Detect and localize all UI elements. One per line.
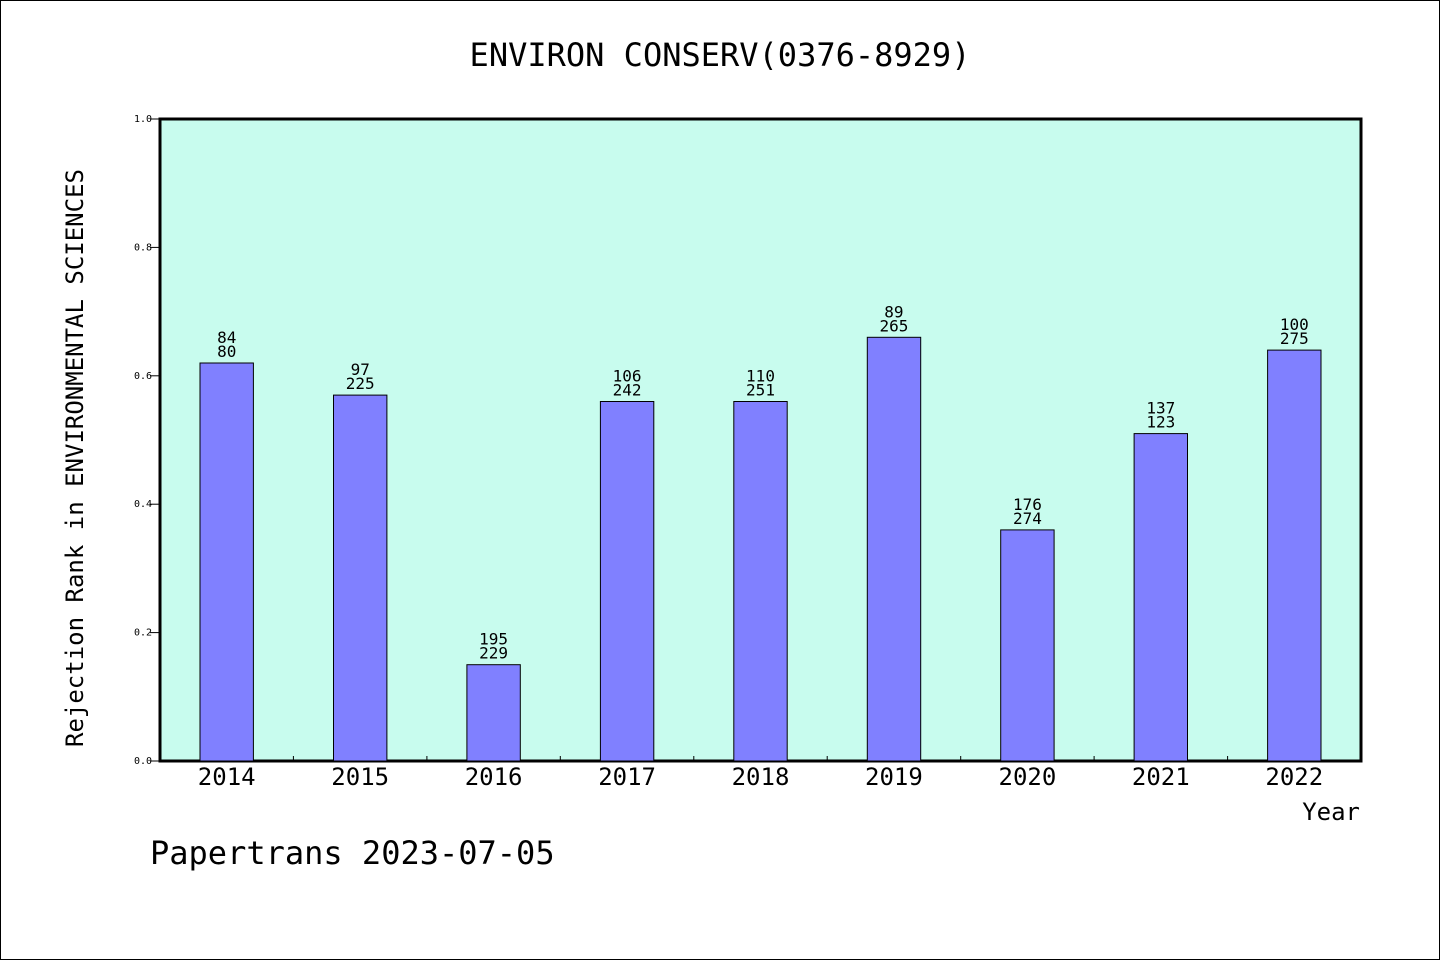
- bar-label-bottom-2022: 275: [1280, 329, 1309, 348]
- bar-2014: [199, 362, 254, 762]
- bar-2016: [466, 664, 521, 762]
- y-tick-label-0.4: 0.4: [134, 499, 152, 510]
- bar-2021: [1133, 433, 1188, 762]
- x-axis-label: Year: [1302, 798, 1360, 826]
- bar-label-top-2021: 137: [1146, 399, 1175, 418]
- bar-2022: [1267, 349, 1322, 762]
- footer-date-label: Papertrans 2023-07-05: [150, 834, 555, 872]
- bar-label-top-2019: 89: [884, 302, 903, 321]
- bar-2018: [733, 401, 788, 762]
- ticks-group: 2014 2015 2016 2017 2018 2019 2020 2021 2022 0.0 0…: [134, 114, 1323, 791]
- x-tick-label-2022: 2022: [1265, 763, 1323, 791]
- y-tick-label-0.6: 0.6: [134, 371, 152, 382]
- x-tick-label-2017: 2017: [598, 763, 656, 791]
- x-tick-label-2018: 2018: [732, 763, 790, 791]
- bar-2019: [866, 336, 922, 762]
- bar-label-top-2016: 195: [479, 630, 508, 649]
- x-tick-label-2020: 2020: [999, 763, 1057, 791]
- y-tick-label-0.8: 0.8: [134, 242, 152, 253]
- x-tick-label-2015: 2015: [331, 763, 389, 791]
- x-tick-label-2019: 2019: [865, 763, 923, 791]
- bar-2017: [599, 401, 655, 762]
- bar-label-top-2015: 97: [351, 360, 370, 379]
- bar-label-bottom-2018: 251: [746, 381, 775, 400]
- bar-label-top-2020: 176: [1013, 495, 1042, 514]
- bar-label-bottom-2020: 274: [1013, 509, 1042, 528]
- y-tick-label-0.2: 0.2: [134, 628, 152, 639]
- bar-label-bottom-2017: 242: [613, 381, 642, 400]
- x-tick-label-2014: 2014: [198, 763, 256, 791]
- bar-label-bottom-2015: 225: [346, 374, 375, 393]
- bar-label-top-2018: 110: [746, 367, 775, 386]
- y-axis-label: Rejection Rank in ENVIRONMENTAL SCIENCES: [61, 169, 89, 747]
- bar-label-top-2014: 84: [217, 328, 236, 347]
- bar-label-top-2017: 106: [613, 367, 642, 386]
- x-tick-label-2016: 2016: [465, 763, 523, 791]
- bar-2015: [333, 394, 388, 762]
- bar-label-bottom-2014: 80: [217, 342, 236, 361]
- chart-title: ENVIRON CONSERV(0376-8929): [470, 36, 971, 74]
- bar-label-bottom-2019: 265: [879, 316, 908, 335]
- bar-label-top-2022: 100: [1280, 315, 1309, 334]
- bar-2020: [1000, 529, 1055, 762]
- bar-label-bottom-2016: 229: [479, 644, 508, 663]
- bar-label-bottom-2021: 123: [1146, 413, 1175, 432]
- x-tick-label-2021: 2021: [1132, 763, 1190, 791]
- y-tick-label-1.0: 1.0: [134, 114, 152, 125]
- y-tick-label-0.0: 0.0: [134, 756, 152, 767]
